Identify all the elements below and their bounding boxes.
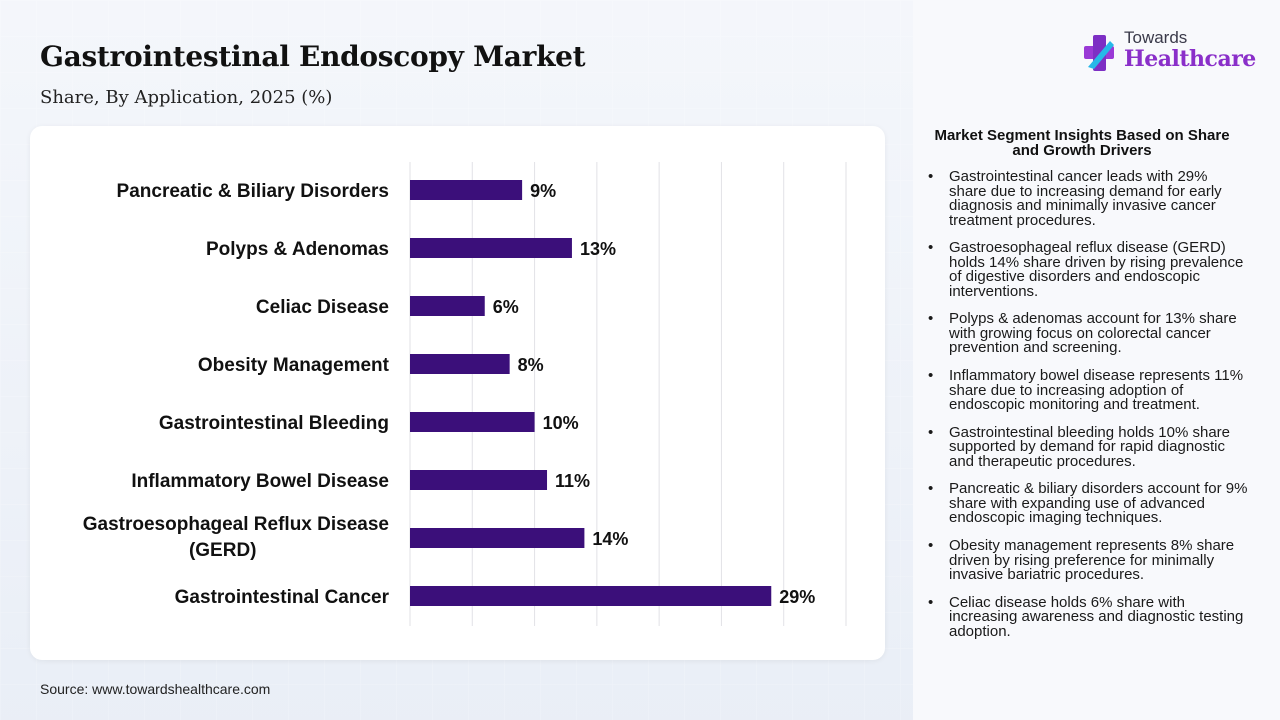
- bar: [410, 528, 585, 548]
- bar: [410, 238, 572, 258]
- bar: [410, 586, 772, 606]
- insight-item: Gastroesophageal reflux disease (GERD) h…: [928, 240, 1248, 299]
- insight-item: Pancreatic & biliary disorders account f…: [928, 482, 1248, 526]
- source-note: Source: www.towardshealthcare.com: [40, 681, 271, 697]
- chart-card: Pancreatic & Biliary Disorders 9% Polyps &…: [30, 126, 885, 660]
- brand-logo: Towards Healthcare: [1080, 26, 1260, 78]
- category-label: Gastroesophageal Reflux Disease (GERD): [83, 514, 389, 561]
- plus-cross-icon: [1084, 35, 1114, 71]
- category-label: Inflammatory Bowel Disease: [131, 471, 389, 492]
- bar: [410, 470, 548, 490]
- data-label: 29%: [779, 587, 815, 607]
- category-label: Pancreatic & Biliary Disorders: [117, 181, 389, 202]
- category-label: Celiac Disease: [256, 297, 389, 318]
- bar-chart: Pancreatic & Biliary Disorders 9% Polyps &…: [83, 162, 847, 626]
- insight-item: Obesity management represents 8% share d…: [928, 538, 1248, 583]
- insight-item: Gastrointestinal bleeding holds 10% shar…: [928, 425, 1248, 470]
- category-label: Obesity Management: [198, 355, 390, 376]
- logo-line-1: Towards: [1124, 28, 1188, 47]
- insight-item: Polyps & adenomas account for 13% share …: [928, 311, 1248, 356]
- category-label: Gastrointestinal Cancer: [175, 587, 390, 608]
- bar: [410, 180, 523, 200]
- bar: [410, 296, 485, 316]
- data-label: 13%: [580, 239, 616, 259]
- bar: [410, 354, 510, 374]
- category-label: Polyps & Adenomas: [206, 239, 389, 260]
- insight-item: Gastrointestinal cancer leads with 29% s…: [928, 169, 1248, 228]
- insight-item: Inflammatory bowel disease represents 11…: [928, 368, 1248, 413]
- data-label: 9%: [530, 181, 556, 201]
- logo-line-2: Healthcare: [1124, 46, 1256, 72]
- data-label: 8%: [518, 355, 544, 375]
- insights-list: Gastrointestinal cancer leads with 29% s…: [928, 169, 1248, 653]
- page-subtitle: Share, By Application, 2025 (%): [40, 87, 333, 108]
- page-title: Gastrointestinal Endoscopy Market: [40, 40, 586, 73]
- data-label: 11%: [555, 471, 590, 491]
- data-label: 10%: [543, 413, 579, 433]
- bar: [410, 412, 535, 432]
- insights-title: Market Segment Insights Based on Share a…: [934, 127, 1230, 159]
- insight-item: Celiac disease holds 6% share with incre…: [928, 595, 1248, 640]
- data-label: 14%: [592, 529, 628, 549]
- category-label: Gastrointestinal Bleeding: [159, 413, 389, 434]
- data-label: 6%: [493, 297, 519, 317]
